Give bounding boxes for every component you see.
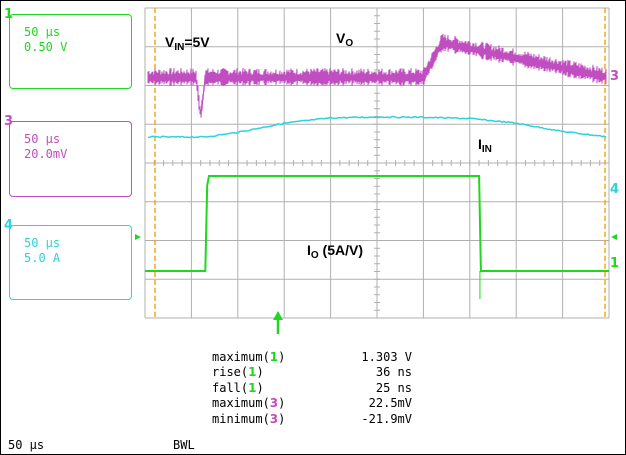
marker-ch3: 3 [610,69,619,84]
measurement-row: maximum(3) 22.5mV [212,396,412,411]
measurement-function: fall( [212,380,249,395]
iin-label: IIN [478,136,492,155]
channel-3-box[interactable]: 3 50 µs 20.0mV [4,114,132,197]
measurement-row: maximum(1) 1.303 V [212,350,412,365]
measurement-value: -21.9mV [361,411,412,426]
measurement-row: minimum(3) -21.9mV [212,412,412,427]
measurement-value: 36 ns [375,365,412,380]
measurement-channel: 3 [269,411,279,426]
marker-ch1: 1 [610,256,619,271]
measurement-function: maximum( [212,396,270,411]
vo-trace [147,33,607,118]
io-label: IO (5A/V) [307,242,364,261]
channel-3-scale: 20.0mV [24,147,68,161]
traces [145,33,609,299]
measurement-close: ) [278,350,286,364]
measurement-row: fall(1) 25 ns [212,381,412,396]
io-trace [145,175,609,272]
vin-label: VIN=5V [165,34,210,53]
trigger-level-right [611,234,617,240]
measurement-channel: 1 [269,350,279,364]
channel-4-box[interactable]: 4 50 µs 5.0 A [4,218,132,300]
measurement-channel: 1 [248,365,257,380]
measurement-close: ) [256,365,264,380]
measurement-value: 25 ns [375,380,412,395]
measurement-channel: 3 [269,396,279,411]
measurement-name: fall(1) [212,381,264,396]
channel-4-timebase: 50 µs [24,236,61,250]
measurement-name: rise(1) [212,365,264,380]
measurement-row: rise(1) 36 ns [212,365,412,380]
channel-1-number: 1 [4,7,14,22]
channel-3-number: 3 [4,114,14,129]
channel-4-scale: 5.0 A [24,251,61,265]
measurement-value: 22.5mV [368,396,412,411]
measurement-close: ) [278,396,286,411]
measurement-function: rise( [212,365,249,380]
channel-1-scale: 0.50 V [24,40,68,54]
marker-ch4: 4 [610,182,619,197]
graticule [144,7,610,319]
measurement-channel: 1 [248,380,257,395]
footer-timebase: 50 µs [8,438,45,452]
vo-label: VO [336,30,354,49]
measurement-close: ) [256,380,264,395]
measurement-name: maximum(1) [212,350,285,365]
channel-1-timebase: 50 µs [24,25,61,39]
channel-1-box[interactable]: 1 50 µs 0.50 V [4,7,132,89]
footer-bwl: BWL [173,438,195,452]
iin-trace [147,115,607,139]
channel-3-timebase: 50 µs [24,132,61,146]
measurement-function: maximum( [212,350,270,364]
channel-markers: 3 4 1 [135,69,619,334]
trigger-level-left [135,234,141,240]
measurement-name: minimum(3) [212,412,285,427]
measurement-value: 1.303 V [361,350,412,364]
channel-4-number: 4 [4,218,14,233]
trigger-arrow-head [273,311,283,320]
measurement-name: maximum(3) [212,396,285,411]
measurement-function: minimum( [212,411,270,426]
measurement-close: ) [278,411,286,426]
